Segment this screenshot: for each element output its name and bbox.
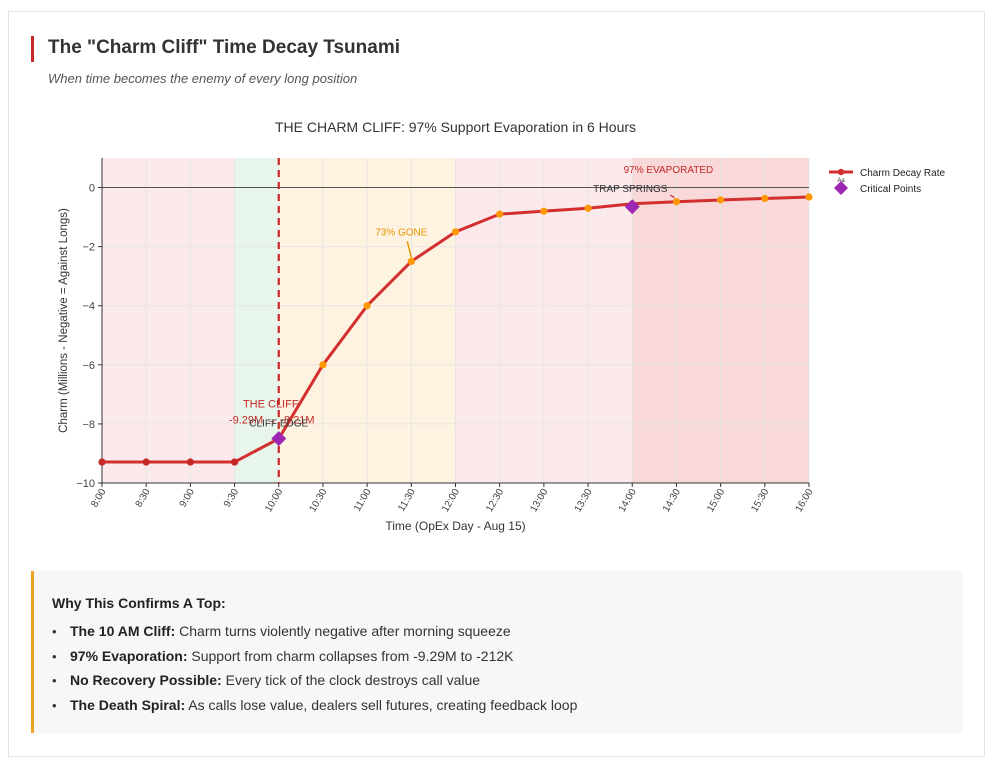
zone-band-0 xyxy=(102,158,235,483)
x-tick-label: 9:00 xyxy=(178,487,197,510)
item-text: Charm turns violently negative after mor… xyxy=(179,623,511,639)
annotation-arrow xyxy=(406,241,413,258)
x-tick-label: 8:00 xyxy=(89,487,108,510)
chart-card: The "Charm Cliff" Time Decay Tsunami Whe… xyxy=(8,11,985,757)
bullet-icon: • xyxy=(52,648,57,664)
x-tick-label: 14:30 xyxy=(661,487,683,515)
critical-point-diamond xyxy=(271,431,287,447)
x-tick-label: 15:00 xyxy=(705,487,727,515)
data-point xyxy=(451,228,460,236)
x-tick-label: 12:00 xyxy=(440,487,462,515)
data-point xyxy=(230,458,239,466)
page-subtitle: When time becomes the enemy of every lon… xyxy=(48,71,358,86)
legend-point-swatch xyxy=(837,168,845,176)
data-point xyxy=(584,204,592,212)
data-point xyxy=(805,193,813,201)
annotation-73-gone: 73% GONE xyxy=(375,227,428,238)
x-tick-label: 8:30 xyxy=(134,487,153,510)
data-point xyxy=(672,198,681,206)
x-tick-label: 11:00 xyxy=(352,487,374,514)
bullet-icon: • xyxy=(52,673,57,688)
annotation-the-cliff: THE CLIFF xyxy=(243,399,299,411)
bullet-icon: • xyxy=(52,624,57,639)
confirmation-panel: Why This Confirms A Top: • The 10 AM Clif… xyxy=(31,571,963,733)
legend-label: Charm Decay Rate xyxy=(860,168,945,179)
zone-band-1 xyxy=(234,158,279,483)
data-point xyxy=(717,196,725,204)
confirmation-list: • The 10 AM Cliff: Charm turns violently … xyxy=(52,621,577,719)
list-item: • No Recovery Possible: Every tick of the… xyxy=(52,670,577,695)
data-point xyxy=(319,361,327,369)
data-point xyxy=(363,302,371,310)
item-label: The Death Spiral: xyxy=(70,696,186,713)
item-text: Support from charm collapses from -9.29M… xyxy=(191,647,514,664)
item-label: No Recovery Possible: xyxy=(70,672,222,688)
data-point xyxy=(98,458,106,466)
x-tick-label: 12:30 xyxy=(484,487,506,515)
annotation-97-evaporated: 97% EVAPORATED xyxy=(624,165,714,176)
y-tick-label: −4 xyxy=(82,301,95,313)
chart-title: THE CHARM CLIFF: 97% Support Evaporation… xyxy=(275,119,636,135)
page-title: The "Charm Cliff" Time Decay Tsunami xyxy=(48,37,401,58)
data-point xyxy=(540,207,548,215)
x-tick-label: 10:00 xyxy=(263,487,285,515)
list-item: • 97% Evaporation: Support from charm col… xyxy=(52,646,577,671)
annotation-arrow xyxy=(670,194,675,199)
annotation-trap-springs: TRAP SPRINGS xyxy=(593,184,668,195)
y-tick-label: −2 xyxy=(82,242,95,254)
list-item: • The 10 AM Cliff: Charm turns violently … xyxy=(52,621,577,646)
bullet-icon: • xyxy=(52,697,57,713)
legend-text-swatch: Aa xyxy=(837,178,845,184)
critical-point-diamond xyxy=(624,199,640,215)
y-tick-label: −6 xyxy=(82,360,95,372)
y-axis-title: Charm (Millions - Negative = Against Lon… xyxy=(58,208,70,433)
title-accent-bar xyxy=(31,36,34,62)
list-item: • The Death Spiral: As calls lose value, … xyxy=(52,695,577,720)
x-tick-label: 14:00 xyxy=(617,487,639,515)
x-tick-label: 11:30 xyxy=(396,487,418,514)
annotation-cliff-edge: CLIFF EDGE xyxy=(249,419,308,430)
legend-diamond-swatch xyxy=(834,181,848,195)
x-tick-label: 9:30 xyxy=(222,487,241,510)
data-point xyxy=(761,194,769,203)
item-label: 97% Evaporation: xyxy=(70,647,188,664)
item-text: Every tick of the clock destroys call va… xyxy=(225,672,481,688)
data-point xyxy=(186,458,194,466)
x-axis-title: Time (OpEx Day - Aug 15) xyxy=(385,519,525,533)
x-tick-label: 16:00 xyxy=(794,487,816,515)
item-label: The 10 AM Cliff: xyxy=(70,623,176,639)
legend-label: Critical Points xyxy=(860,184,921,195)
data-point xyxy=(142,458,150,466)
x-tick-label: 15:30 xyxy=(749,487,771,515)
confirmation-title: Why This Confirms A Top: xyxy=(52,595,226,611)
x-tick-label: 13:00 xyxy=(528,487,550,515)
y-tick-label: −10 xyxy=(76,478,95,490)
item-text: As calls lose value, dealers sell future… xyxy=(188,696,578,713)
y-tick-label: −8 xyxy=(82,419,95,431)
annotation-cliff-values: -9.29M → -8.21M xyxy=(229,415,315,427)
charm-decay-chart: THE CHARM CLIFF: 97% Support Evaporation… xyxy=(58,119,945,533)
x-tick-label: 10:30 xyxy=(307,487,329,515)
data-point xyxy=(496,210,504,218)
y-tick-label: 0 xyxy=(89,183,95,195)
data-point xyxy=(407,257,415,266)
x-tick-label: 13:30 xyxy=(573,487,595,515)
